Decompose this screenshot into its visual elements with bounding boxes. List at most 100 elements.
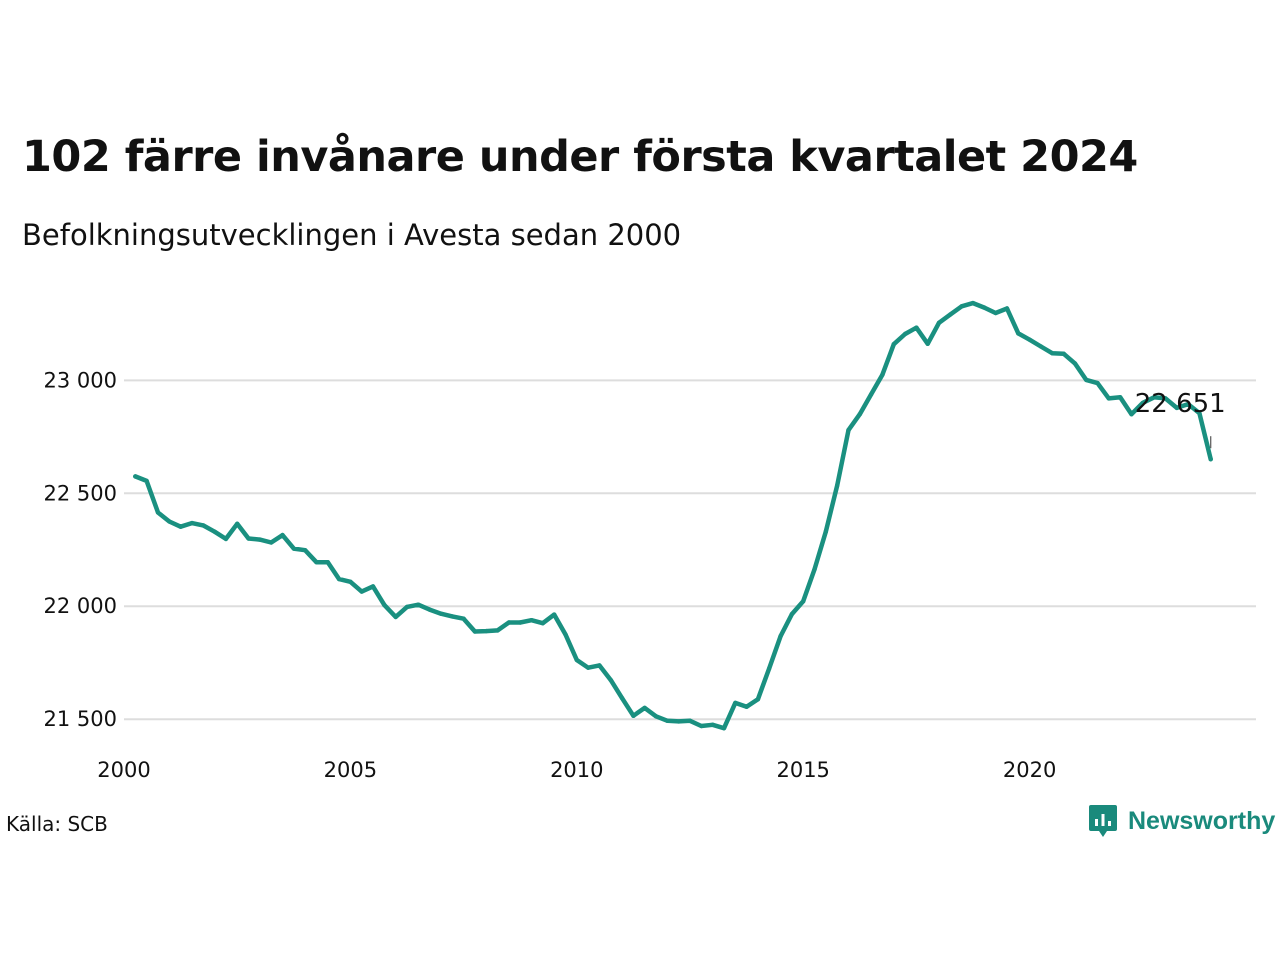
data-point — [461, 616, 466, 621]
brand-name: Newsworthy — [1128, 806, 1276, 835]
data-point — [246, 536, 251, 541]
data-point — [665, 718, 670, 723]
data-point — [416, 602, 421, 607]
data-point — [133, 474, 138, 479]
data-point — [1151, 395, 1157, 400]
data-point — [959, 304, 964, 309]
data-point — [393, 614, 398, 620]
x-tick-label: 2015 — [776, 758, 829, 782]
y-tick-label: 23 000 — [44, 368, 117, 392]
data-point — [280, 532, 285, 538]
data-point — [257, 537, 262, 542]
data-point — [993, 310, 998, 316]
data-point — [1118, 395, 1123, 400]
data-point — [495, 628, 500, 633]
data-point — [223, 536, 229, 542]
data-point — [1072, 361, 1078, 366]
data-point — [348, 579, 353, 584]
data-point — [835, 483, 840, 488]
x-tick-label: 2000 — [97, 758, 150, 782]
data-point — [1027, 337, 1032, 342]
y-tick-label: 22 000 — [44, 594, 117, 618]
data-point — [1004, 306, 1010, 311]
data-point — [325, 560, 330, 565]
x-tick-label: 2010 — [550, 758, 603, 782]
data-point — [970, 300, 976, 306]
data-point — [1016, 331, 1021, 336]
data-point — [1208, 457, 1213, 462]
data-point — [1061, 351, 1066, 356]
data-point — [755, 697, 761, 702]
data-point — [427, 607, 432, 612]
data-point — [619, 696, 625, 701]
y-tick-label: 21 500 — [44, 707, 117, 731]
data-point — [178, 524, 183, 529]
data-point — [846, 427, 851, 433]
x-tick-label: 2005 — [324, 758, 377, 782]
data-point — [1095, 380, 1100, 386]
data-point — [235, 521, 240, 526]
data-point — [857, 412, 862, 417]
y-axis-labels: 21 500 22 000 22 500 23 000 — [44, 368, 117, 731]
data-point — [370, 584, 376, 589]
brand-logo[interactable]: Newsworthy — [1088, 804, 1275, 838]
data-point — [868, 392, 874, 397]
data-point — [212, 529, 217, 534]
data-point — [1140, 400, 1146, 406]
data-point — [914, 325, 919, 330]
y-tick-label: 22 500 — [44, 481, 117, 505]
data-point — [597, 663, 602, 668]
data-point — [789, 611, 795, 617]
data-point — [540, 621, 545, 626]
data-point — [529, 618, 534, 623]
data-point — [484, 628, 489, 634]
data-point — [982, 305, 987, 310]
data-point — [552, 612, 557, 617]
x-tick-label: 2020 — [1003, 758, 1056, 782]
end-value-label: 22 651 — [1135, 389, 1226, 419]
data-point — [721, 726, 727, 731]
data-point — [948, 312, 953, 317]
data-point — [631, 713, 636, 718]
data-point — [167, 519, 172, 524]
data-point — [676, 719, 681, 724]
data-point — [574, 657, 579, 663]
data-point — [1197, 410, 1202, 416]
data-point — [812, 567, 817, 572]
data-point — [438, 611, 444, 616]
data-point — [642, 705, 647, 711]
data-point — [710, 722, 715, 727]
data-point — [585, 665, 591, 670]
data-point — [608, 677, 613, 683]
data-point — [744, 704, 749, 709]
data-point — [144, 478, 149, 484]
data-point — [314, 560, 319, 565]
chart-subtitle: Befolkningsutvecklingen i Avesta sedan 2… — [22, 218, 682, 252]
data-point — [1174, 405, 1180, 411]
data-point — [1185, 401, 1191, 407]
data-point — [359, 589, 364, 594]
data-point — [1163, 396, 1168, 401]
source-note: Källa: SCB — [6, 812, 108, 836]
data-point — [336, 576, 342, 582]
data-point — [404, 604, 410, 610]
data-point — [1129, 412, 1134, 417]
data-point — [699, 723, 704, 729]
data-point — [1050, 351, 1055, 356]
data-point — [201, 523, 206, 528]
data-point — [291, 546, 296, 551]
data-point — [1106, 396, 1112, 401]
data-point — [506, 620, 512, 625]
data-point — [518, 620, 523, 625]
data-point — [155, 510, 161, 515]
data-point — [1038, 344, 1044, 349]
data-point — [563, 632, 568, 637]
data-point — [778, 633, 783, 639]
data-point — [925, 341, 930, 346]
population-line — [133, 300, 1213, 731]
data-point — [902, 331, 908, 337]
chart-title: 102 färre invånare under första kvartale… — [22, 132, 1138, 182]
data-point — [880, 372, 885, 377]
x-axis-labels: 2000 2005 2010 2015 2020 — [97, 758, 1056, 782]
